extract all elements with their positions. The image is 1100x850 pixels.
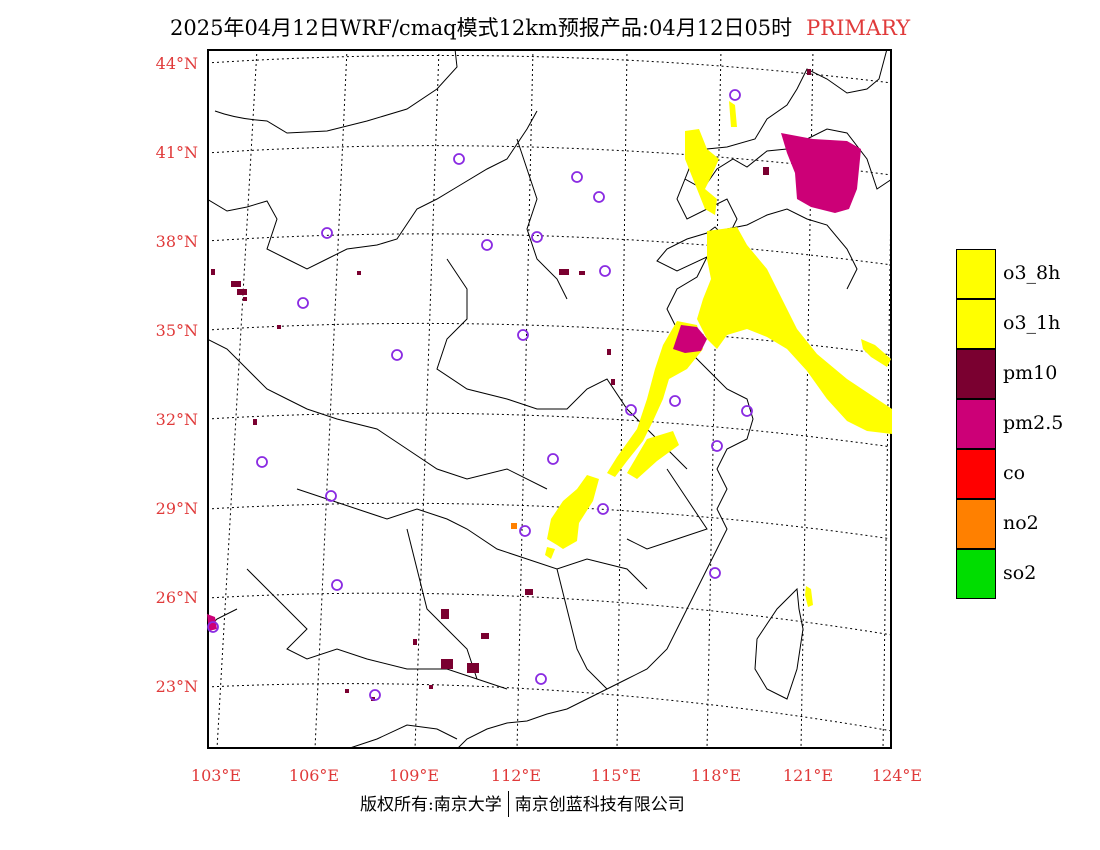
footer-divider: [507, 791, 509, 817]
pm10-field: [211, 69, 811, 701]
legend-swatch-co: [956, 449, 996, 499]
legend-label-co: co: [1003, 462, 1026, 484]
lat-label-44: 44°N: [155, 54, 198, 73]
legend-swatch-so2: [956, 549, 996, 599]
legend-swatch-no2: [956, 499, 996, 549]
lat-label-41: 41°N: [155, 143, 198, 162]
legend-swatch-o3-8h: [956, 249, 996, 299]
legend-swatch-o3-1h: [956, 299, 996, 349]
company-text: 南京创蓝科技有限公司: [514, 795, 685, 815]
lat-label-26: 26°N: [155, 588, 198, 607]
legend-swatch-pm25: [956, 399, 996, 449]
station-markers: [207, 89, 753, 701]
map-canvas: [207, 49, 892, 749]
primary-tag: PRIMARY: [806, 16, 911, 40]
map-frame: [207, 49, 892, 749]
copyright-text: 版权所有:南京大学: [360, 795, 502, 815]
lat-label-38: 38°N: [155, 232, 198, 251]
lat-label-35: 35°N: [155, 321, 198, 340]
legend-label-so2: so2: [1003, 562, 1037, 584]
lat-label-23: 23°N: [155, 677, 198, 696]
legend-label-o3-1h: o3_1h: [1003, 312, 1061, 334]
graticule-latitudes: [207, 54, 892, 732]
lon-label-115: 115°E: [590, 766, 642, 785]
lon-label-106: 106°E: [288, 766, 340, 785]
lon-label-109: 109°E: [388, 766, 440, 785]
pm25-field: [207, 133, 861, 631]
legend-label-no2: no2: [1003, 512, 1039, 534]
legend-label-pm10: pm10: [1003, 362, 1058, 384]
lat-label-32: 32°N: [155, 410, 198, 429]
o3-field: [545, 101, 892, 607]
legend-label-pm25: pm2.5: [1003, 412, 1064, 434]
lon-label-121: 121°E: [782, 766, 834, 785]
copyright-footer: 版权所有:南京大学 南京创蓝科技有限公司: [360, 790, 685, 817]
lon-label-103: 103°E: [190, 766, 242, 785]
map-title: 2025年04月12日WRF/cmaq模式12km预报产品:04月12日05时 P…: [170, 12, 1000, 42]
lon-label-112: 112°E: [490, 766, 542, 785]
legend-swatch-pm10: [956, 349, 996, 399]
title-text: 2025年04月12日WRF/cmaq模式12km预报产品:04月12日05时: [170, 16, 793, 40]
lon-label-118: 118°E: [690, 766, 742, 785]
lat-label-29: 29°N: [155, 499, 198, 518]
lon-label-124: 124°E: [871, 766, 923, 785]
legend-label-o3-8h: o3_8h: [1003, 262, 1061, 284]
no2-field: [511, 523, 517, 529]
